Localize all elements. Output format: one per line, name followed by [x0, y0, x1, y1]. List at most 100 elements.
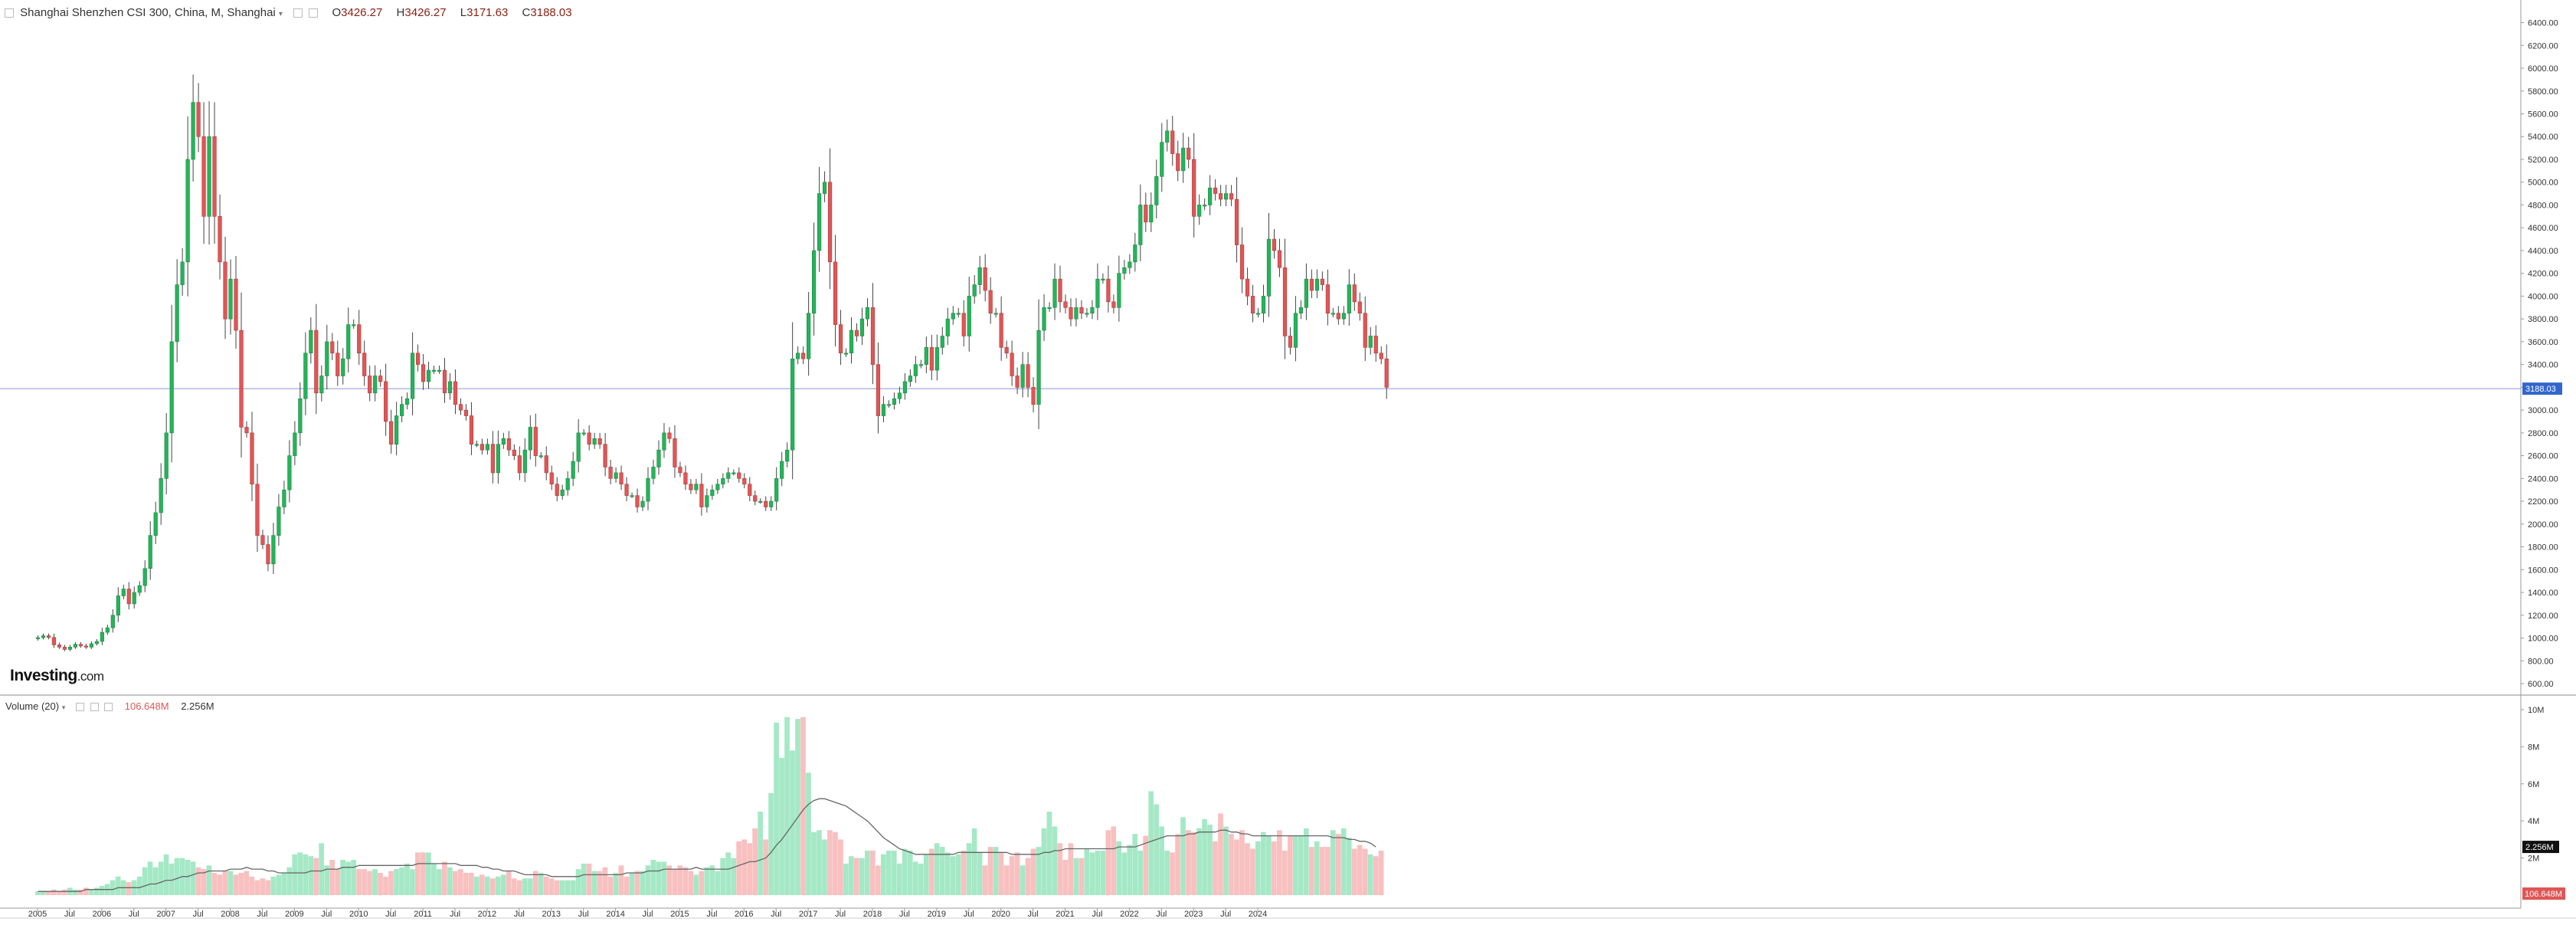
- candle-body: [929, 347, 934, 371]
- volume-close-icon[interactable]: [104, 703, 113, 712]
- volume-bar: [1105, 830, 1111, 895]
- close-icon[interactable]: [309, 8, 319, 18]
- volume-bar: [1378, 850, 1384, 895]
- time-tick-label: Jul: [899, 910, 910, 919]
- candle-body: [1213, 187, 1218, 194]
- dropdown-caret-icon[interactable]: ▾: [278, 10, 283, 18]
- candle-body: [517, 455, 522, 474]
- volume-bar: [260, 878, 266, 895]
- candle-body: [1288, 336, 1293, 348]
- volume-bar: [693, 874, 699, 895]
- candle-body: [362, 353, 367, 376]
- candle-body: [560, 489, 565, 496]
- volume-bar: [944, 852, 951, 895]
- volume-bar: [88, 889, 94, 895]
- candle-body: [705, 495, 709, 507]
- candle-body: [876, 364, 881, 416]
- collapse-icon[interactable]: [5, 8, 14, 18]
- candle-body: [1187, 147, 1191, 160]
- time-tick-label: Jul: [706, 910, 717, 919]
- volume-title[interactable]: Volume (20): [5, 700, 60, 712]
- volume-bar: [473, 876, 480, 895]
- candle-body: [1192, 159, 1196, 217]
- candle-body: [325, 341, 329, 376]
- volume-bar: [211, 872, 218, 895]
- candle-body: [1069, 307, 1073, 320]
- volume-tick-label: 8M: [2528, 743, 2539, 752]
- volume-bar: [1073, 858, 1079, 895]
- candle-body: [1047, 307, 1052, 310]
- volume-bar: [1084, 848, 1090, 895]
- volume-bar: [1020, 865, 1026, 895]
- high-label: H: [396, 6, 405, 19]
- candle-body: [635, 495, 640, 507]
- candle-body: [1250, 296, 1255, 314]
- candle-body: [796, 353, 800, 359]
- volume-bar: [169, 863, 175, 895]
- volume-bar: [538, 872, 544, 895]
- volume-bar: [93, 887, 100, 895]
- volume-eye-icon[interactable]: [75, 703, 84, 712]
- candle-body: [865, 307, 870, 320]
- candle-body: [892, 398, 897, 405]
- volume-bar: [650, 860, 656, 895]
- candle-body: [951, 313, 955, 320]
- volume-bar: [966, 843, 972, 895]
- volume-bar: [1271, 841, 1277, 895]
- candle-body: [1352, 284, 1357, 303]
- volume-bar: [859, 858, 865, 895]
- symbol-header: Shanghai Shenzhen CSI 300, China, M, Sha…: [5, 6, 583, 19]
- volume-settings-icon[interactable]: [90, 703, 99, 712]
- symbol-title[interactable]: Shanghai Shenzhen CSI 300, China, M, Sha…: [20, 6, 276, 19]
- settings-icon[interactable]: [293, 8, 303, 18]
- volume-bar: [993, 847, 999, 895]
- volume-bar: [661, 861, 667, 895]
- candle-body: [764, 500, 768, 507]
- candle-body: [287, 455, 292, 490]
- volume-bar: [784, 717, 790, 895]
- candle-body: [46, 635, 51, 638]
- candle-body: [1052, 278, 1057, 308]
- candle-body: [463, 409, 469, 416]
- candle-body: [1036, 330, 1041, 405]
- volume-bar: [586, 863, 592, 895]
- volume-bar: [249, 876, 255, 895]
- time-tick-label: 2013: [542, 910, 561, 919]
- candle-body: [1181, 147, 1186, 172]
- candle-body: [271, 535, 276, 565]
- volume-caret-icon[interactable]: ▾: [61, 704, 66, 711]
- volume-bar: [629, 872, 635, 895]
- volume-bar: [666, 865, 673, 895]
- volume-bar: [527, 878, 533, 895]
- candle-body: [410, 353, 415, 399]
- candle-body: [1138, 205, 1143, 245]
- candle-body: [336, 353, 340, 376]
- volume-bar: [394, 869, 399, 895]
- candle-body: [555, 484, 559, 496]
- candle-body: [469, 415, 474, 445]
- candle-body: [1245, 278, 1250, 297]
- volume-bar: [468, 872, 474, 895]
- time-tick-label: Jul: [385, 910, 396, 919]
- volume-bar: [961, 850, 967, 895]
- candle-body: [1090, 307, 1095, 314]
- candle-body: [801, 353, 806, 359]
- volume-bar: [1186, 830, 1191, 895]
- volume-bar: [1127, 845, 1133, 895]
- volume-bar: [1137, 850, 1144, 895]
- price-tick-label: 5000.00: [2528, 179, 2558, 188]
- candle-body: [961, 313, 966, 336]
- volume-bar: [500, 874, 506, 895]
- candle-body: [1229, 193, 1234, 200]
- price-tick-label: 6000.00: [2528, 64, 2558, 74]
- volume-bar: [790, 750, 795, 895]
- candle-body: [1165, 130, 1170, 143]
- candle-body: [35, 637, 41, 639]
- candle-body: [785, 449, 790, 462]
- volume-bar: [484, 876, 490, 895]
- candle-body: [1010, 353, 1014, 376]
- candle-body: [394, 415, 399, 445]
- candle-body: [581, 432, 586, 435]
- candle-body: [357, 324, 362, 354]
